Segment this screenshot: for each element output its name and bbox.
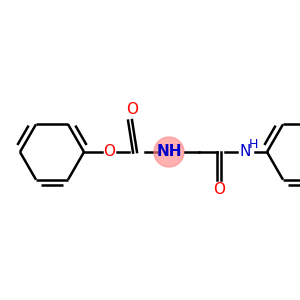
Text: O: O <box>126 103 138 118</box>
Text: O: O <box>213 182 225 197</box>
Text: O: O <box>103 145 115 160</box>
Text: NH: NH <box>156 145 182 160</box>
Text: N: N <box>239 145 251 160</box>
Text: H: H <box>248 137 258 151</box>
Ellipse shape <box>154 137 184 167</box>
